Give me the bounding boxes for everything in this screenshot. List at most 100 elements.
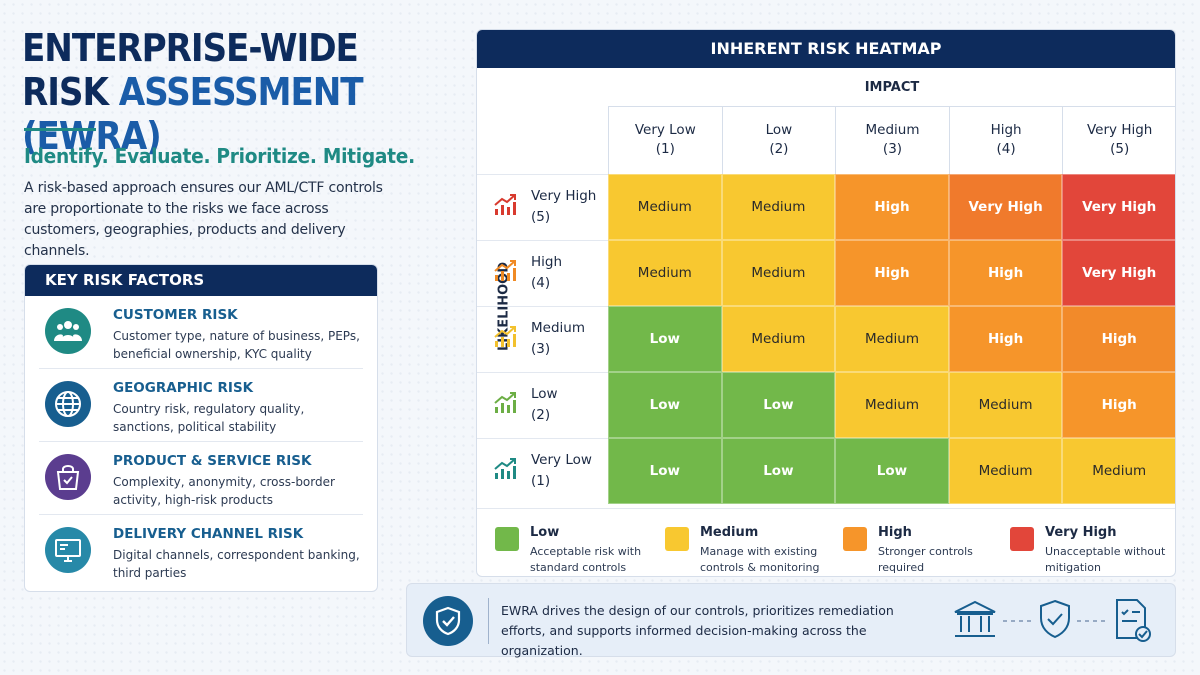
heatmap-cell: Low (608, 372, 722, 438)
heatmap-cell: Very High (1062, 240, 1175, 306)
impact-level-number: (3) (882, 141, 903, 157)
people-icon (45, 308, 91, 354)
legend-description: Unacceptable without mitigation (1045, 545, 1166, 574)
legend-swatch (843, 527, 867, 551)
footer-text: EWRA drives the design of our controls, … (501, 603, 894, 658)
risk-factor-description: Customer type, nature of business, PEPs,… (113, 329, 360, 361)
trend-up-icon (494, 458, 516, 479)
risk-factor-description: Complexity, anonymity, cross-border acti… (113, 475, 335, 507)
likelihood-level-number: (5) (531, 209, 551, 225)
heatmap-cell: Medium (948, 372, 1063, 438)
likelihood-level-number: (1) (531, 473, 551, 489)
heatmap-cell: Medium (835, 372, 949, 438)
footer-banner: EWRA drives the design of our controls, … (406, 583, 1176, 658)
heatmap-cell: Low (721, 438, 836, 504)
title-line-2a: RISK (22, 70, 119, 114)
likelihood-row-header: Low (2) (477, 372, 608, 438)
risk-factor-item: CUSTOMER RISK Customer type, nature of bu… (39, 296, 363, 369)
title-line-1: ENTERPRISE-WIDE (22, 26, 359, 70)
heatmap-cell: Medium (608, 174, 722, 240)
risk-factor-title: GEOGRAPHIC RISK (113, 380, 254, 396)
heatmap-cell: Very High (1062, 174, 1175, 240)
likelihood-row-header: Medium (3) (477, 306, 608, 372)
legend-title: Medium (700, 525, 759, 540)
footer-icon-row (947, 596, 1167, 650)
impact-level-number: (4) (996, 141, 1016, 157)
trend-up-icon (494, 326, 516, 347)
risk-factor-title: CUSTOMER RISK (113, 307, 238, 323)
heatmap-cell: Low (608, 306, 722, 372)
bank-icon (954, 600, 996, 637)
likelihood-level-name: Very High (531, 188, 597, 204)
impact-column-header: Low (2) (721, 106, 836, 174)
risk-factor-title: DELIVERY CHANNEL RISK (113, 526, 304, 542)
legend-title: Very High (1045, 525, 1117, 540)
impact-column-header: Medium (3) (835, 106, 949, 174)
heatmap-cell: High (1062, 372, 1175, 438)
shield-icon (423, 596, 473, 646)
title-line-2: RISK ASSESSMENT (EWRA) (22, 70, 418, 158)
impact-column-header: Very High (5) (1062, 106, 1175, 174)
impact-column-header: High (4) (948, 106, 1063, 174)
heatmap-cell: High (1062, 306, 1175, 372)
heatmap-cell: Medium (1062, 438, 1175, 504)
heatmap-cell: High (835, 240, 949, 306)
intro-text: A risk-based approach ensures our AML/CT… (24, 180, 383, 259)
heatmap-cell: High (948, 306, 1063, 372)
key-risk-factors-header: KEY RISK FACTORS (25, 265, 377, 296)
heatmap-legend: Low Acceptable risk with standard control… (477, 508, 1175, 576)
likelihood-level-number: (3) (531, 341, 551, 357)
globe-icon (45, 381, 91, 427)
risk-factor-item: PRODUCT & SERVICE RISK Complexity, anonym… (39, 442, 363, 515)
risk-factor-item: DELIVERY CHANNEL RISK Digital channels, c… (39, 515, 363, 588)
impact-axis-label: IMPACT (864, 80, 920, 95)
impact-level-name: Low (765, 122, 793, 138)
heatmap-cell: High (835, 174, 949, 240)
impact-level-name: High (990, 122, 1022, 138)
legend-swatch (495, 527, 519, 551)
trend-up-icon (494, 260, 516, 281)
likelihood-row-header: High (4) (477, 240, 608, 306)
heatmap-cell: Medium (948, 438, 1063, 504)
likelihood-level-number: (4) (531, 275, 551, 291)
heatmap-cell: Medium (721, 306, 836, 372)
heatmap-cell: Low (835, 438, 949, 504)
factor-list: CUSTOMER RISK Customer type, nature of bu… (25, 296, 377, 588)
heatmap-cell: Medium (835, 306, 949, 372)
risk-factor-description: Country risk, regulatory quality, sancti… (113, 402, 305, 434)
footer-divider (488, 598, 489, 644)
impact-level-name: Very Low (634, 122, 696, 138)
shopping-bag-icon (45, 454, 91, 500)
heatmap-cell: Medium (721, 240, 836, 306)
legend-description: Stronger controls required (878, 545, 973, 574)
risk-factor-title: PRODUCT & SERVICE RISK (113, 453, 312, 469)
impact-level-name: Medium (865, 122, 920, 138)
heatmap-cell: Low (608, 438, 722, 504)
legend-description: Manage with existing controls & monitori… (700, 545, 820, 574)
legend-swatch (665, 527, 689, 551)
impact-level-number: (1) (655, 141, 675, 157)
trend-up-icon (494, 194, 516, 215)
legend-description: Acceptable risk with standard controls (530, 545, 642, 574)
title-underline (24, 128, 96, 131)
heatmap-panel: INHERENT RISK HEATMAP IMPACT LIKELIHOOD … (476, 29, 1176, 577)
likelihood-row-header: Very High (5) (477, 174, 608, 240)
heatmap-cell: Very High (948, 174, 1063, 240)
heatmap-cell: Medium (721, 174, 836, 240)
risk-factor-description: Digital channels, correspondent banking,… (113, 548, 360, 580)
impact-level-number: (5) (1110, 141, 1130, 157)
tagline: Identify. Evaluate. Prioritize. Mitigate… (24, 144, 415, 168)
shield-check-icon (1040, 599, 1070, 639)
checklist-icon (1116, 599, 1151, 642)
legend-title: High (878, 525, 912, 540)
trend-up-icon (494, 392, 516, 413)
page-title: ENTERPRISE-WIDE RISK ASSESSMENT (EWRA) (22, 26, 418, 158)
likelihood-row-header: Very Low (1) (477, 438, 608, 504)
risk-factor-item: GEOGRAPHIC RISK Country risk, regulatory … (39, 369, 363, 442)
likelihood-level-name: Low (531, 386, 558, 402)
title-line-2b: ASSESSMENT (EWRA) (22, 70, 364, 158)
impact-level-name: Very High (1087, 122, 1153, 138)
monitor-icon (45, 527, 91, 573)
heatmap-header: INHERENT RISK HEATMAP (477, 30, 1175, 68)
likelihood-level-name: Medium (531, 320, 585, 336)
